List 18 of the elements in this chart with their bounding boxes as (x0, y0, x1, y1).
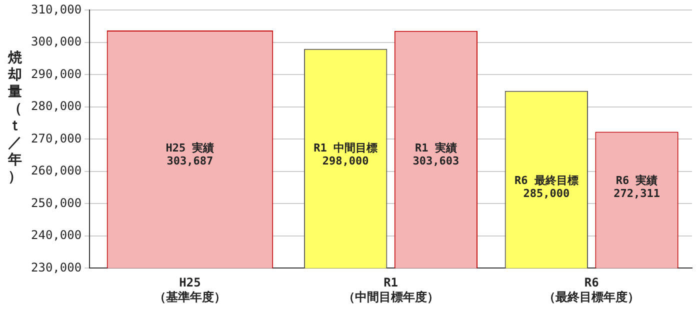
data-label: R6 最終目標 285,000 (514, 174, 578, 200)
data-label: R1 実績 303,603 (412, 142, 460, 168)
x-tick-label: R6 （最終目標年度） (544, 276, 640, 304)
y-tick-label: 290,000 (30, 66, 82, 81)
y-tick-label: 250,000 (30, 196, 82, 210)
x-tick-label: R1 （中間目標年度） (342, 276, 439, 304)
y-tick-label: 240,000 (30, 228, 82, 242)
y-tick-label: 270,000 (30, 131, 82, 146)
data-label: R1 中間目標 298,000 (314, 142, 378, 168)
data-label: H25 実績 303,687 (166, 142, 214, 168)
y-tick-label: 260,000 (30, 164, 82, 178)
y-tick-label: 310,000 (30, 2, 82, 16)
x-tick-label: H25 （基準年度） (154, 276, 226, 304)
y-tick-label: 230,000 (30, 260, 82, 274)
data-label: R6 実績 272,311 (614, 174, 660, 200)
y-tick-label: 300,000 (30, 34, 82, 49)
y-axis-title: 焼却量（ｔ／年） (6, 50, 23, 186)
y-tick-label: 280,000 (30, 99, 82, 114)
